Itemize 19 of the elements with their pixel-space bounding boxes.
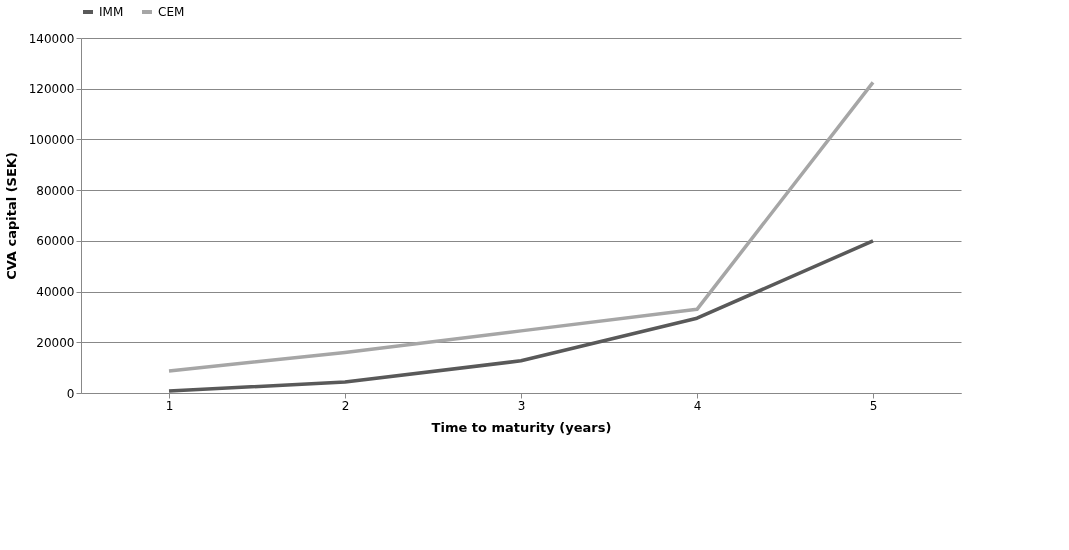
y-tick-label: 100000 (28, 132, 75, 147)
x-tick-label: 1 (165, 398, 174, 413)
x-tick-label: 2 (341, 398, 350, 413)
x-axis-title: Time to maturity (years) (431, 419, 612, 435)
y-tick-label: 0 (66, 386, 75, 401)
y-tick-label: 140000 (28, 31, 75, 46)
legend-label: IMM (99, 5, 124, 19)
x-tick-label: 4 (693, 398, 702, 413)
x-tick-label: 3 (517, 398, 526, 413)
y-tick-label: 120000 (28, 82, 75, 97)
y-tick-label: 20000 (36, 335, 75, 350)
y-tick-label: 60000 (36, 234, 75, 249)
x-tick-label: 5 (869, 398, 878, 413)
y-tick-label: 40000 (36, 285, 75, 300)
line-series (167, 80, 875, 373)
line-series (167, 239, 875, 393)
y-axis-title: CVA capital (SEK) (3, 152, 19, 280)
y-tick-label: 80000 (36, 183, 75, 198)
legend-label: CEM (158, 5, 185, 19)
